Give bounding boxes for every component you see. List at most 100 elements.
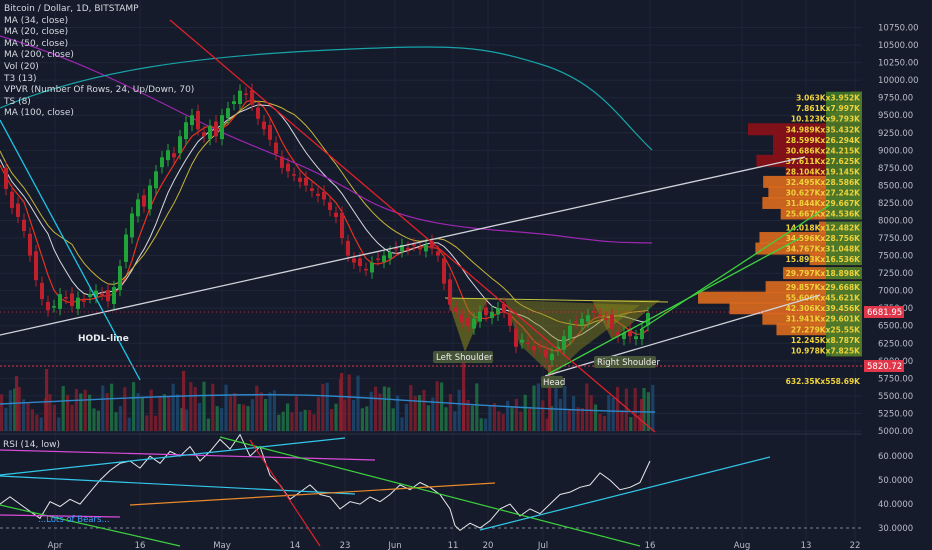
volume-bar: [211, 383, 215, 431]
candle-body: [88, 294, 92, 297]
legend-ma20[interactable]: MA (20, close): [4, 27, 69, 38]
legend-ma100[interactable]: MA (100, close): [4, 108, 74, 119]
candle-body: [262, 121, 266, 130]
volume-bar: [550, 406, 554, 431]
volume-bar: [158, 395, 162, 431]
neckline: [444, 297, 669, 303]
price-tick-label: 5000.00: [878, 427, 913, 437]
legend-vpvr[interactable]: VPVR (Number Of Rows, 24, Up/Down, 70): [4, 85, 195, 96]
price-tags: 6681.95 5820.72: [864, 306, 904, 372]
candle-body: [436, 251, 440, 256]
legend-ma34[interactable]: MA (34, close): [4, 15, 69, 26]
time-axis[interactable]: Apr 16 May 14 23 Jun 11 20 Jul 16 Aug 13 22: [48, 541, 861, 550]
candle-body: [364, 268, 368, 271]
volume-bar: [325, 382, 329, 431]
volume-bar-spike: [462, 361, 466, 431]
time-tick-label: Jun: [387, 541, 401, 550]
candle-body: [376, 258, 380, 260]
legend-t3[interactable]: T3 (13): [4, 73, 37, 84]
price-tick-label: 5500.00: [878, 392, 913, 402]
candle-body: [238, 90, 242, 105]
volume-bar: [255, 385, 259, 431]
volume-bar: [74, 389, 78, 431]
volume-bar: [17, 386, 21, 431]
candle-body: [562, 336, 566, 350]
candle-body: [550, 353, 554, 361]
volume-profile-label: 29.857Kx29.668K: [786, 283, 862, 292]
price-tick-label: 10750.00: [878, 24, 919, 34]
red-down-trend-line: [169, 19, 656, 433]
volume-bar: [206, 418, 210, 431]
volume-bar: [528, 408, 532, 431]
volume-bar-spike: [45, 369, 49, 431]
candle-body: [448, 279, 452, 305]
volume-profile-label: 34.596Kx28.756K: [786, 234, 862, 243]
candle-body: [352, 258, 356, 263]
price-tick-label: 10500.00: [878, 41, 919, 51]
rsi-tick-label: 60.0000: [878, 452, 913, 462]
candle-body: [94, 290, 98, 297]
rsi-axis[interactable]: 60.0000 50.0000 40.0000 30.0000: [878, 452, 913, 534]
volume-bar: [448, 394, 452, 431]
volume-profile-cap: [826, 91, 862, 104]
volume-bar-spike: [340, 373, 344, 431]
candle-body: [112, 287, 116, 304]
volume-bar: [514, 398, 518, 431]
rsi-title: RSI (14, low): [3, 440, 60, 450]
volume-profile-cap: [826, 133, 862, 146]
volume-profile-label: 10.978Kx7.825K: [791, 346, 861, 355]
volume-bar: [264, 398, 268, 431]
volume-bar: [347, 374, 351, 431]
candle-body: [256, 107, 260, 119]
volume-bar: [26, 402, 30, 431]
candle-body: [10, 191, 14, 208]
legend-vol[interactable]: Vol (20): [4, 61, 39, 72]
volume-profile-label: 15.893Kx16.536K: [786, 255, 862, 264]
volume-profile-label: 32.495Kx28.586K: [786, 178, 862, 187]
candle-body: [316, 193, 320, 196]
candle-body: [598, 314, 602, 317]
legend-ma200[interactable]: MA (200, close): [4, 50, 74, 61]
volume-bar: [497, 411, 501, 431]
volume-bar: [352, 399, 356, 431]
candle-body: [334, 212, 338, 217]
volume-bar: [149, 389, 153, 431]
volume-profile-label: 29.797Kx18.898K: [786, 269, 862, 278]
time-tick-label: Aug: [734, 541, 751, 550]
volume-bar: [466, 399, 470, 431]
volume-bar: [387, 387, 391, 431]
volume-bar: [224, 384, 228, 431]
volume-bar: [470, 405, 474, 431]
candle-body: [142, 195, 146, 207]
volume-bar: [140, 396, 144, 431]
right-shoulder-shape: [592, 300, 660, 340]
candle-body: [160, 157, 164, 168]
volume-profile-label: 3.063Kx3.952K: [796, 94, 861, 103]
candle-body: [292, 174, 296, 176]
volume-bar: [312, 414, 316, 431]
candle-body: [496, 308, 500, 315]
candle-body: [124, 234, 128, 262]
candle-body: [532, 346, 536, 351]
volume-profile-bar: [698, 291, 862, 304]
volume-profile-label: 55.606Kx45.621K: [786, 294, 862, 303]
volume-bar: [519, 411, 523, 431]
candle-body: [568, 325, 572, 340]
volume-bar: [611, 397, 615, 431]
candle-body: [586, 315, 590, 322]
rsi-tick-label: 50.0000: [878, 476, 913, 486]
head-label: Head: [543, 378, 565, 388]
chart-title[interactable]: Bitcoin / Dollar, 1D, BITSTAMP: [4, 4, 139, 14]
candle-body: [580, 318, 584, 326]
candle-body: [154, 171, 158, 189]
candle-body: [244, 93, 248, 95]
volume-bar: [193, 386, 197, 431]
volume-ma-line: [0, 394, 656, 413]
candle-body: [622, 332, 626, 340]
volume-profile-label: 25.667Kx24.536K: [786, 209, 862, 218]
legend-ts[interactable]: TS (8): [4, 96, 31, 107]
volume-profile-cap: [826, 144, 862, 157]
legend-ma50[interactable]: MA (50, close): [4, 38, 69, 49]
candle-body: [298, 177, 302, 182]
